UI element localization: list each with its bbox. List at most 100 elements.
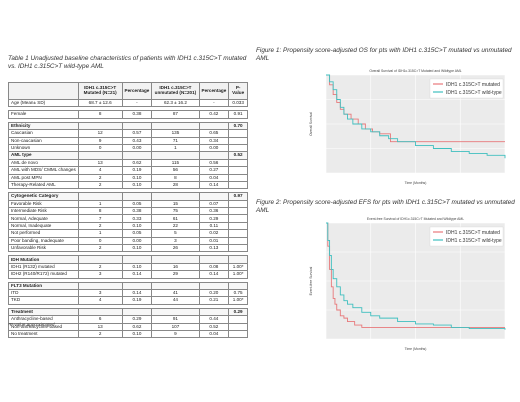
row-label-cell: Ethnicity (8, 121, 79, 131)
table-cell: 1.00* (228, 270, 248, 279)
table-category-row: Treatment 0.29 (8, 307, 248, 317)
table-cell: 0.27 (198, 166, 230, 175)
table-category-row: AML type 0.52 (8, 151, 248, 160)
table-cell (228, 214, 248, 223)
table-cell: 0.70 (228, 121, 248, 131)
table-cell: 0.00 (121, 143, 153, 153)
row-label-cell: Female (8, 110, 79, 119)
row-label-cell: TKD (8, 296, 79, 305)
table-row: No treatment 2 0.10 9 0.04 (8, 329, 248, 339)
table-cell: 2 (77, 173, 123, 182)
table-cell: 26 (151, 244, 200, 253)
table-cell: 22 (151, 221, 200, 231)
table-cell: 56 (151, 166, 200, 175)
table-row: Non-caucasian 9 0.43 71 0.34 (8, 136, 248, 145)
os-survival-chart: Overall Survival of IDH1c.315C>T Mutated… (309, 69, 506, 185)
row-label-cell: No treatment (8, 329, 79, 339)
table-header-cell (8, 82, 79, 100)
figure2-caption: Figure 2: Propensity score-adjusted EFS … (256, 199, 515, 214)
table-cell: 6 (77, 315, 123, 324)
table-cell: 13 (77, 158, 123, 168)
chart-title: Overall Survival of IDH1c.315C>T Mutated… (369, 69, 461, 73)
table-cell (228, 329, 248, 339)
table-cell (121, 307, 153, 317)
table-cell: 91 (151, 315, 200, 324)
table-cell: 0.11 (198, 221, 230, 231)
table-cell: 0.97 (228, 192, 248, 201)
table-cell (198, 192, 230, 201)
table-cell: 0.62 (121, 158, 153, 168)
table-cell: - (198, 98, 230, 108)
table-cell: 0.14 (121, 270, 153, 279)
table-cell: 0.14 (198, 270, 230, 279)
table-cell: 115 (151, 158, 200, 168)
table-cell (228, 199, 248, 209)
table-cell: 0.29 (121, 315, 153, 324)
table-header-row: IDH1 c.315C>T Mutated (N=21) Percentage ID… (8, 82, 248, 100)
table-cell: 71 (151, 136, 200, 145)
table-cell: 1.00* (228, 296, 248, 305)
table-cell: 0.10 (121, 221, 153, 231)
row-label-cell: Not performed (8, 229, 79, 238)
table-cell: 0.62 (121, 322, 153, 331)
table-cell: 0.38 (121, 207, 153, 216)
table-cell: 0.57 (121, 129, 153, 138)
row-label-cell: Non-caucasian (8, 136, 79, 145)
table-cell (151, 151, 200, 160)
table-cell: 0.44 (198, 315, 230, 324)
y-axis-label: Event-free Survival (309, 266, 313, 295)
table-row: AML post MPN 2 0.10 8 0.04 (8, 173, 248, 182)
legend-label-0: IDH1 c.315C>T mutated (446, 230, 500, 236)
table-cell (151, 255, 200, 264)
series-line-1 (326, 222, 506, 330)
table-cell: 0.05 (121, 229, 153, 238)
row-label-cell: AML type (8, 151, 79, 160)
table-cell: 0.01 (198, 236, 230, 246)
table-cell: 0.13 (198, 244, 230, 253)
table-footnote: *P-value approximated. (8, 322, 56, 327)
table-cell: 0.75 (228, 288, 248, 298)
table-cell (228, 166, 248, 175)
row-label-cell: FLT3 Mutation (8, 281, 79, 291)
table-cell (77, 192, 123, 201)
table-cell: 0.43 (121, 136, 153, 145)
table-cell: 3 (77, 270, 123, 279)
table-cell: 8 (151, 173, 200, 182)
table-cell: 68.7 ± 12.6 (77, 98, 123, 108)
table-cell: 0.05 (121, 199, 153, 209)
table-cell: 0.14 (121, 288, 153, 298)
table-cell: 0.04 (198, 173, 230, 182)
table-cell: 0.10 (121, 180, 153, 190)
legend-label-0: IDH1 c.315C>T mutated (446, 82, 500, 88)
row-label-cell: Caucasian (8, 129, 79, 138)
table-row: Intermediate Risk 8 0.38 75 0.36 (8, 207, 248, 216)
table-cell: 0 (77, 143, 123, 153)
table-row: Unknown 0 0.00 1 0.00 (8, 143, 248, 153)
table-cell: 0.38 (121, 110, 153, 119)
table-header-cell: P-Value (228, 82, 248, 100)
table-row: Favorable Risk 1 0.05 15 0.07 (8, 199, 248, 209)
table-cell (228, 129, 248, 138)
x-axis-label: Time (Months) (405, 181, 427, 185)
table-row: Not performed 1 0.05 5 0.02 (8, 229, 248, 238)
table-cell (228, 229, 248, 238)
table-cell: 41 (151, 288, 200, 298)
table-cell: 1 (151, 143, 200, 153)
table-cell (228, 322, 248, 331)
table-cell: 0.08 (198, 262, 230, 272)
table-row: Age (Mean± SD) 68.7 ± 12.6-62.3 ± 16.2-0.… (8, 98, 248, 108)
table-row: AML de novo 13 0.62 115 0.56 (8, 158, 248, 168)
table-cell: 62.3 ± 16.2 (151, 98, 200, 108)
table-cell: 0.34 (198, 136, 230, 145)
table-cell (77, 307, 123, 317)
table-cell: 0.56 (198, 158, 230, 168)
row-label-cell: Poor banding, Inadequate (8, 236, 79, 246)
table-cell (198, 121, 230, 131)
table-cell: 0.033 (228, 98, 248, 108)
row-label-cell: Unfavorable Risk (8, 244, 79, 253)
chart-title: Event-free Survival of IDH1c.315C>T Muta… (367, 217, 464, 221)
table-cell: 7 (77, 214, 123, 223)
table-cell: 29 (151, 270, 200, 279)
table-cell (198, 255, 230, 264)
table-cell: 75 (151, 207, 200, 216)
